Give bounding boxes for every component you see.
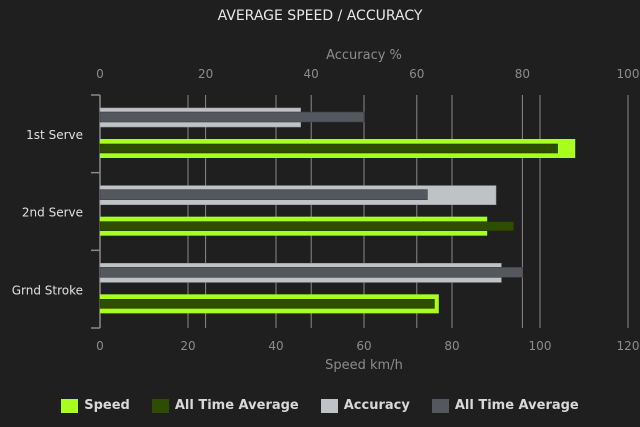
- top-tick-label: 60: [409, 67, 424, 81]
- bottom-tick-label: 80: [444, 339, 459, 353]
- legend-item-speed[interactable]: Speed: [61, 398, 130, 413]
- bottom-tick-label: 100: [529, 339, 552, 353]
- legend-item-accuracy[interactable]: Accuracy: [320, 398, 410, 413]
- bottom-tick-label: 40: [268, 339, 283, 353]
- bar-accuracy-average: [99, 189, 428, 200]
- chart-title: AVERAGE SPEED / ACCURACY: [217, 8, 423, 24]
- legend-swatch: [431, 398, 449, 413]
- bottom-axis-label: Speed km/h: [325, 358, 403, 373]
- legend-label: All Time Average: [454, 398, 579, 413]
- top-tick-label: 80: [515, 67, 530, 81]
- legend: Speed All Time Average Accuracy All Time…: [0, 398, 640, 413]
- legend-label: Speed: [84, 398, 130, 413]
- category-label: Grnd Stroke: [12, 283, 83, 297]
- legend-label: All Time Average: [174, 398, 299, 413]
- legend-item-accuracy-average[interactable]: All Time Average: [431, 398, 579, 413]
- bar-accuracy-average: [99, 111, 365, 123]
- bar-speed-average: [99, 143, 558, 154]
- top-tick-label: 0: [96, 67, 104, 81]
- bottom-tick-label: 120: [617, 339, 640, 353]
- bar-speed-average: [99, 299, 435, 309]
- category-label: 2nd Serve: [22, 206, 83, 220]
- bar-accuracy-average: [99, 267, 523, 278]
- bottom-tick-label: 0: [96, 339, 104, 353]
- category-label: 1st Serve: [26, 128, 83, 142]
- top-tick-label: 100: [617, 67, 640, 81]
- top-tick-label: 40: [304, 67, 319, 81]
- bottom-tick-label: 20: [180, 339, 195, 353]
- legend-swatch: [320, 398, 338, 413]
- legend-item-speed-average[interactable]: All Time Average: [151, 398, 299, 413]
- legend-swatch: [151, 398, 169, 413]
- legend-swatch: [61, 398, 79, 413]
- bottom-tick-label: 60: [356, 339, 371, 353]
- legend-label: Accuracy: [343, 398, 410, 413]
- top-axis-label: Accuracy %: [326, 48, 402, 63]
- top-tick-label: 20: [198, 67, 213, 81]
- bar-speed-average: [99, 221, 514, 231]
